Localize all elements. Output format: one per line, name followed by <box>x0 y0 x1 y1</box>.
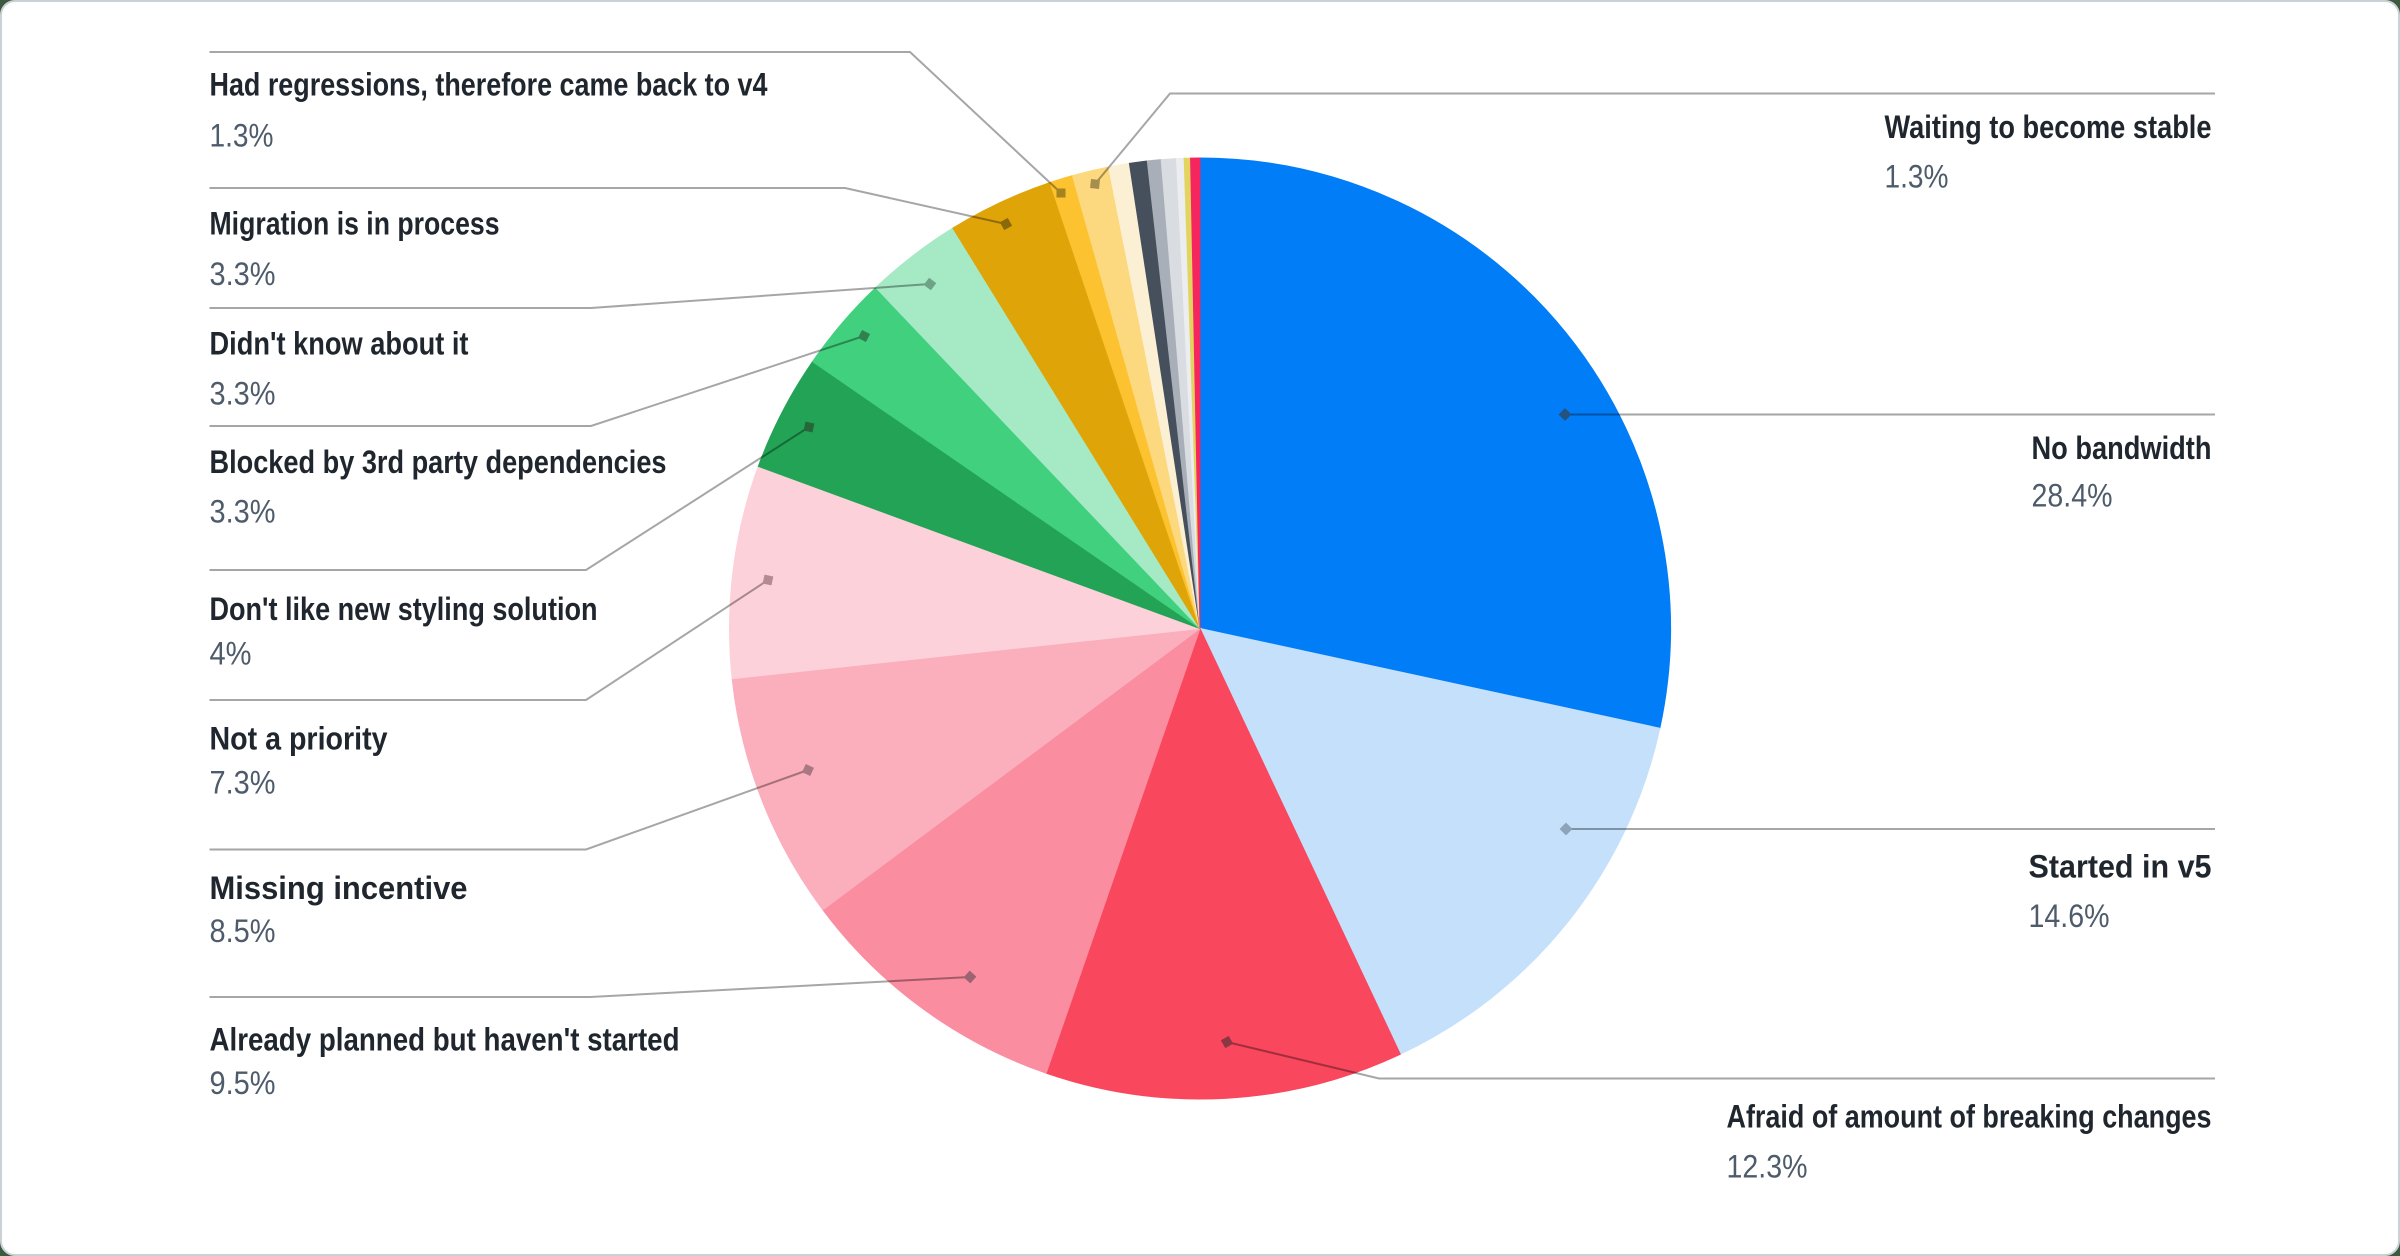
svg-text:8.5%: 8.5% <box>210 913 276 949</box>
svg-text:Started in v5: Started in v5 <box>2029 849 2212 885</box>
svg-text:Migration is in process: Migration is in process <box>210 206 500 242</box>
svg-text:3.3%: 3.3% <box>210 494 276 530</box>
svg-text:9.5%: 9.5% <box>210 1065 276 1101</box>
svg-text:14.6%: 14.6% <box>2029 898 2110 934</box>
svg-text:Waiting to become stable: Waiting to become stable <box>1885 109 2212 145</box>
svg-text:Didn't know about it: Didn't know about it <box>210 326 469 362</box>
svg-text:4%: 4% <box>210 636 252 672</box>
svg-text:Blocked by 3rd party dependenc: Blocked by 3rd party dependencies <box>210 444 667 480</box>
svg-text:Afraid of amount of breaking c: Afraid of amount of breaking changes <box>1727 1099 2212 1135</box>
svg-text:No bandwidth: No bandwidth <box>2032 430 2212 466</box>
svg-text:Already planned but haven't st: Already planned but haven't started <box>210 1022 680 1058</box>
svg-text:Don't like new styling solutio: Don't like new styling solution <box>210 591 598 627</box>
svg-text:28.4%: 28.4% <box>2032 478 2113 514</box>
svg-text:Not a priority: Not a priority <box>210 721 388 757</box>
svg-text:1.3%: 1.3% <box>210 118 274 154</box>
svg-text:3.3%: 3.3% <box>210 256 276 292</box>
svg-text:Had regressions, therefore cam: Had regressions, therefore came back to … <box>210 67 768 103</box>
svg-text:Missing incentive: Missing incentive <box>210 870 468 906</box>
svg-text:7.3%: 7.3% <box>210 765 276 801</box>
svg-text:1.3%: 1.3% <box>1885 159 1949 195</box>
svg-text:3.3%: 3.3% <box>210 376 276 412</box>
svg-text:12.3%: 12.3% <box>1727 1149 1808 1185</box>
